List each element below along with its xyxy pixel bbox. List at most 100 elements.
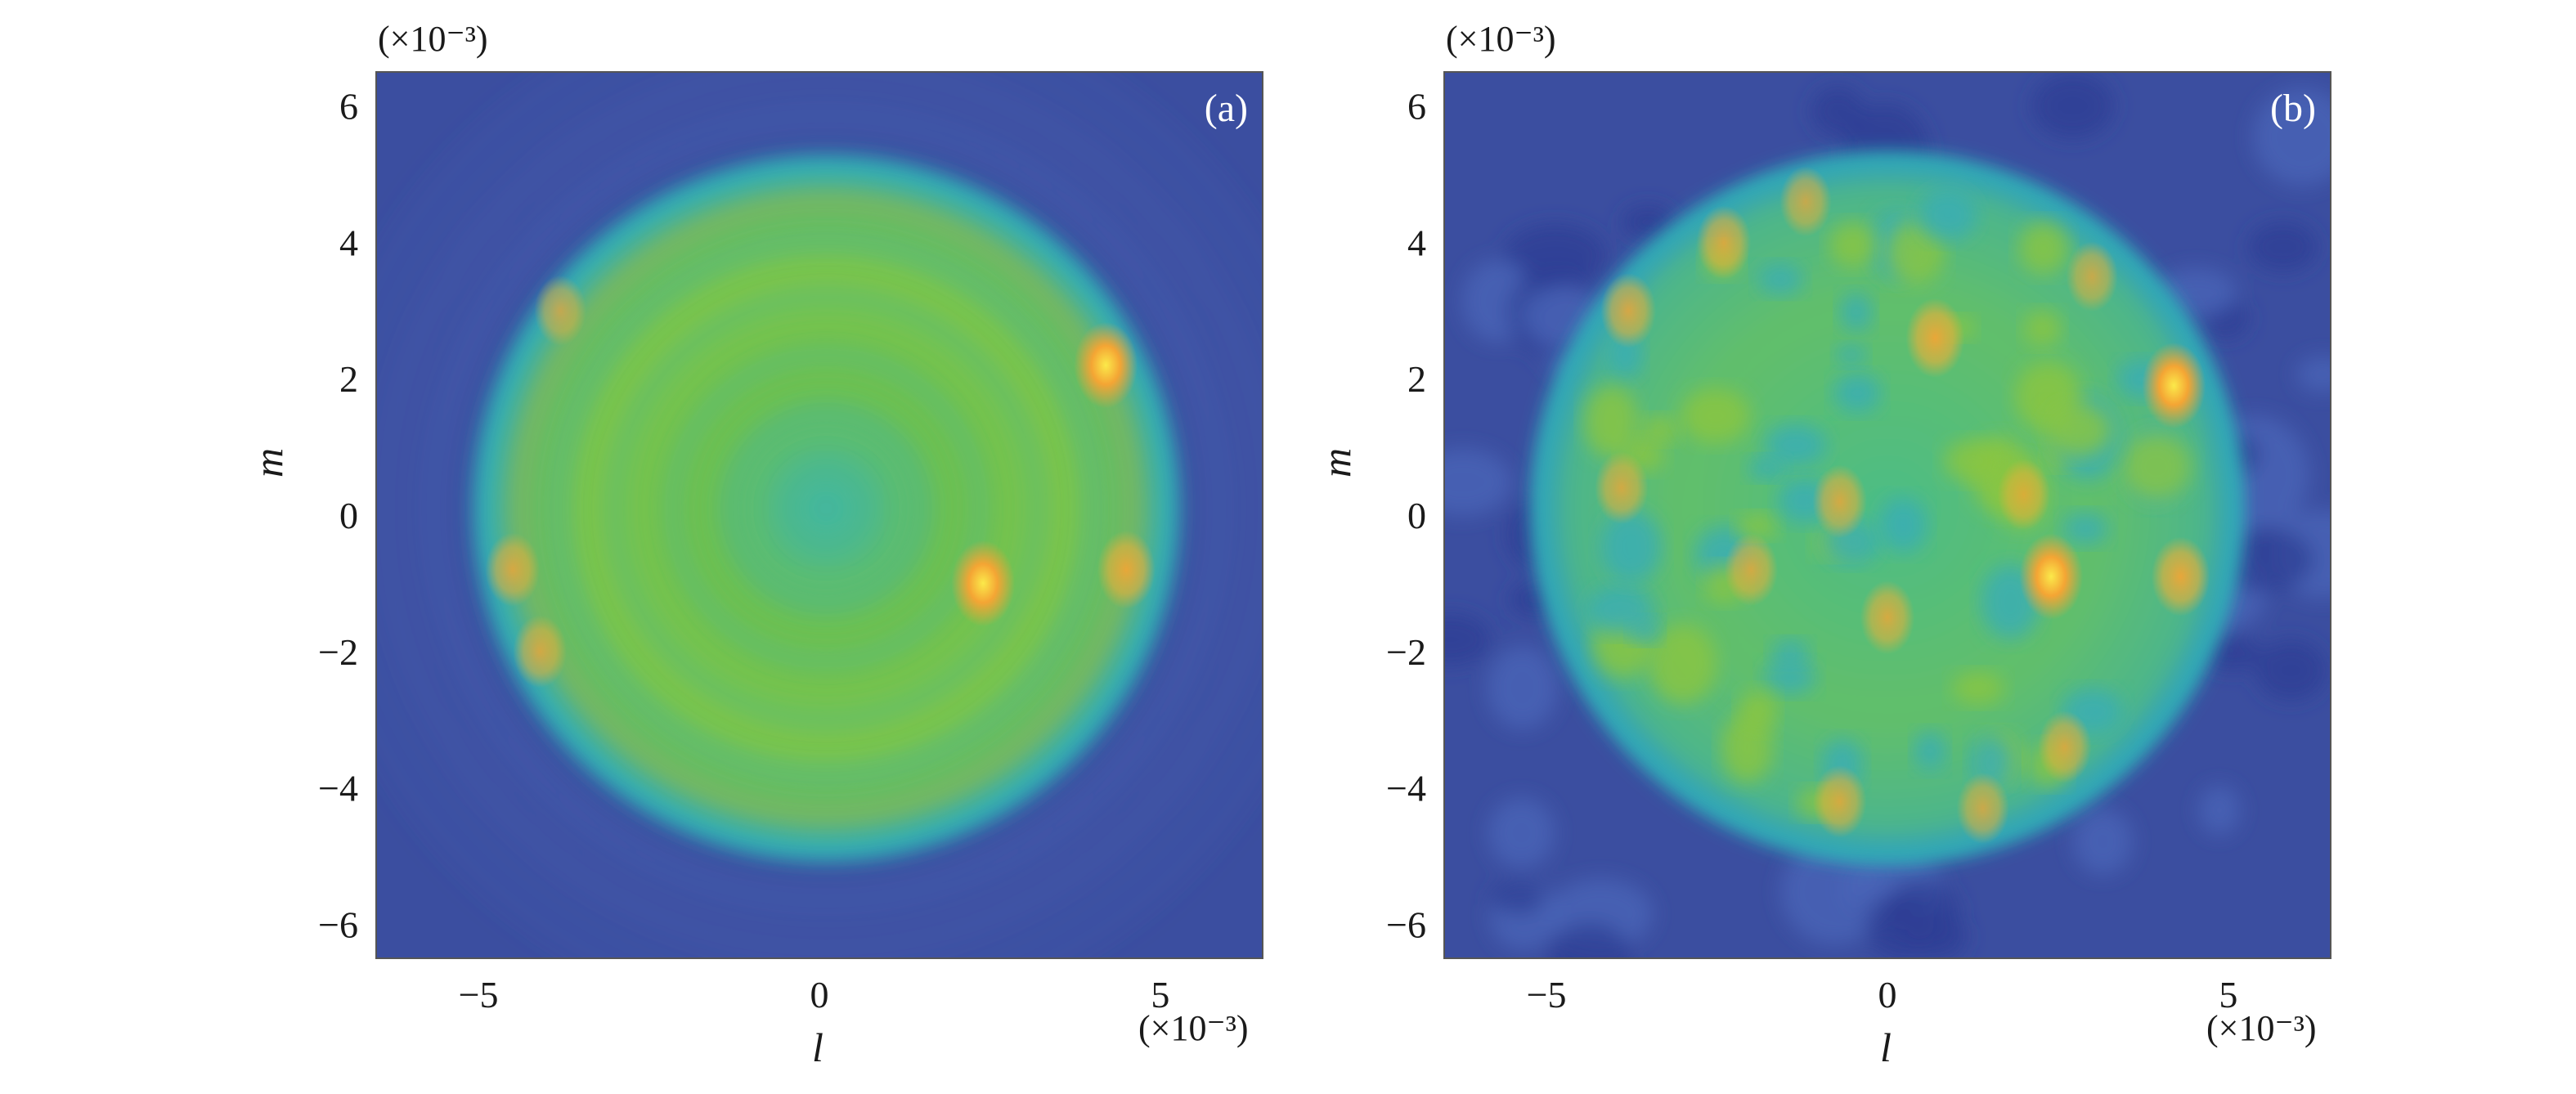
speckle — [1681, 388, 1751, 444]
speckle — [1879, 497, 1928, 553]
noise-blob — [1548, 922, 1632, 958]
hotspot — [485, 532, 541, 607]
noise-blob — [1811, 86, 1865, 137]
inner-ring — [554, 236, 1098, 780]
heatmap-b-disk — [1533, 153, 2242, 863]
speckle — [1944, 438, 2003, 483]
edge-ring — [511, 193, 1142, 823]
hotspot — [951, 540, 1016, 627]
hotspot — [2066, 241, 2118, 312]
noise-blob — [1622, 204, 1675, 240]
hotspot — [2151, 536, 2210, 616]
ripple-ring — [376, 72, 1263, 958]
noise-blob — [1491, 881, 1545, 915]
speckle — [2120, 432, 2192, 501]
noise-blob — [1487, 646, 1558, 729]
y-tick-labels-a: −6 −4 −2 0 2 4 6 — [318, 86, 358, 946]
speckle — [2062, 512, 2109, 545]
y-tick-label: 6 — [339, 86, 358, 128]
noise-blob — [2252, 87, 2331, 186]
hotspot — [1997, 459, 2051, 531]
hotspot — [1600, 273, 1656, 348]
speckle — [2023, 310, 2062, 347]
hotspot — [1097, 530, 1156, 609]
hotspot — [1905, 298, 1965, 378]
hotspot — [1956, 772, 2009, 845]
speckle — [1739, 688, 1777, 733]
y-tick-label: 2 — [339, 358, 358, 400]
y-tick-labels-b: −6 −4 −2 0 2 4 6 — [1386, 86, 1426, 946]
y-exponent-label-a: (×10⁻³) — [378, 19, 488, 59]
hotspot — [1812, 764, 1867, 838]
hotspot — [1696, 205, 1752, 280]
noise-blob — [2255, 639, 2327, 702]
x-tick-label: 0 — [810, 974, 829, 1016]
x-tick-label: −5 — [1527, 974, 1567, 1016]
heatmap-b-hotspots — [1595, 166, 2210, 845]
speckle — [1737, 513, 1779, 539]
speckle — [1764, 424, 1828, 467]
x-tick-label: −5 — [459, 974, 499, 1016]
x-axis-label-b: l — [1880, 1025, 1892, 1070]
y-axis-label-b: m — [1313, 448, 1359, 478]
hotspot — [1595, 451, 1649, 524]
heatmap-a-disk — [474, 157, 1178, 860]
noise-blob — [2296, 356, 2331, 392]
y-tick-label: −4 — [318, 768, 358, 809]
speckle — [1770, 639, 1810, 666]
noise-blob — [2202, 634, 2261, 671]
heatmap-panel-b: (b) −6 −4 −2 0 2 4 6 −5 0 5 m l (×10⁻³) (×10⁻³) — [1313, 19, 2331, 1070]
y-tick-label: −6 — [318, 903, 358, 945]
speckle — [1600, 509, 1662, 584]
y-tick-label: 4 — [1407, 222, 1426, 263]
speckle — [1918, 189, 1977, 241]
noise-blob — [2073, 808, 2133, 875]
hotspot — [1812, 464, 1867, 539]
ripple-ring — [423, 105, 1229, 912]
speckle — [1649, 623, 1717, 705]
heatmap-a-frame — [375, 71, 1263, 959]
speckle — [1584, 384, 1639, 459]
inner-ring — [725, 406, 928, 610]
speckle — [1763, 659, 1816, 695]
y-exponent-label-b: (×10⁻³) — [1446, 19, 1556, 59]
speckle — [1952, 671, 2004, 705]
noise-blob — [2031, 73, 2114, 139]
panel-label-a: (a) — [1205, 87, 1248, 130]
x-tick-label: 0 — [1878, 974, 1897, 1016]
x-axis-label-a: l — [812, 1025, 824, 1070]
panel-label-b: (b) — [2270, 87, 2316, 130]
heatmap-panel-a: (a) −6 −4 −2 0 2 4 6 −5 0 5 m l (×10⁻³) (×10⁻³) — [245, 19, 1263, 1070]
speckle — [2018, 222, 2070, 275]
inner-ring — [608, 291, 1043, 726]
x-exponent-label-a: (×10⁻³) — [1138, 1008, 1249, 1048]
x-tick-labels-b: −5 0 5 — [1527, 974, 2238, 1016]
speckle — [1640, 415, 1679, 444]
speckle — [1757, 263, 1804, 295]
heatmap-a-outer-rings — [376, 72, 1263, 958]
noise-blob — [1780, 838, 1888, 945]
hotspot — [1074, 321, 1138, 409]
disk-body — [485, 167, 1168, 850]
inner-ring — [779, 461, 873, 555]
hotspot — [513, 615, 567, 688]
x-tick-label: 5 — [1151, 974, 1169, 1016]
speckle — [1836, 343, 1867, 366]
speckle — [1887, 221, 1945, 285]
hotspot — [1724, 533, 1779, 607]
noise-blob — [1444, 612, 1492, 666]
hotspot — [1860, 581, 1915, 655]
y-tick-label: 0 — [1407, 495, 1426, 536]
hotspot — [534, 275, 586, 346]
y-tick-label: −2 — [1386, 631, 1426, 673]
speckle — [1829, 222, 1878, 268]
y-tick-label: 6 — [1407, 86, 1426, 128]
noise-blob — [1887, 879, 1960, 944]
y-tick-label: 2 — [1407, 358, 1426, 400]
y-axis-label-a: m — [245, 448, 291, 478]
heatmap-b-frame — [1443, 71, 2331, 959]
inner-ring — [666, 349, 985, 668]
hotspot — [2019, 533, 2084, 620]
